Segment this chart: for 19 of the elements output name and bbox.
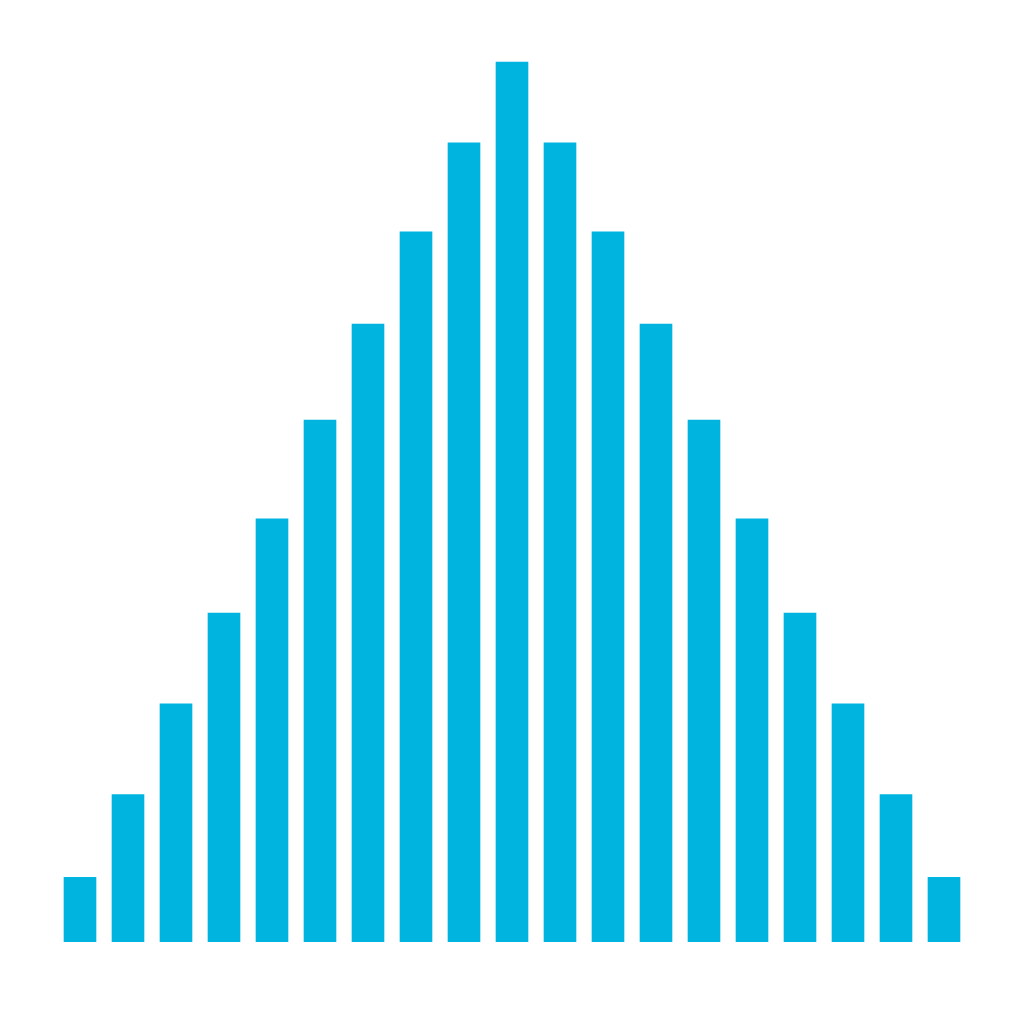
- bar: [207, 612, 241, 943]
- bar: [63, 876, 97, 943]
- bar: [735, 518, 769, 943]
- bar: [495, 61, 529, 943]
- bar: [111, 794, 145, 943]
- bar: [447, 142, 481, 943]
- bar: [159, 703, 193, 943]
- bar: [303, 419, 337, 943]
- bar: [351, 323, 385, 943]
- bar: [399, 231, 433, 943]
- bar: [543, 142, 577, 943]
- bar: [927, 876, 961, 943]
- bar: [831, 703, 865, 943]
- bar: [783, 612, 817, 943]
- bar: [591, 231, 625, 943]
- bar: [687, 419, 721, 943]
- bar: [255, 518, 289, 943]
- bar: [879, 794, 913, 943]
- bar: [639, 323, 673, 943]
